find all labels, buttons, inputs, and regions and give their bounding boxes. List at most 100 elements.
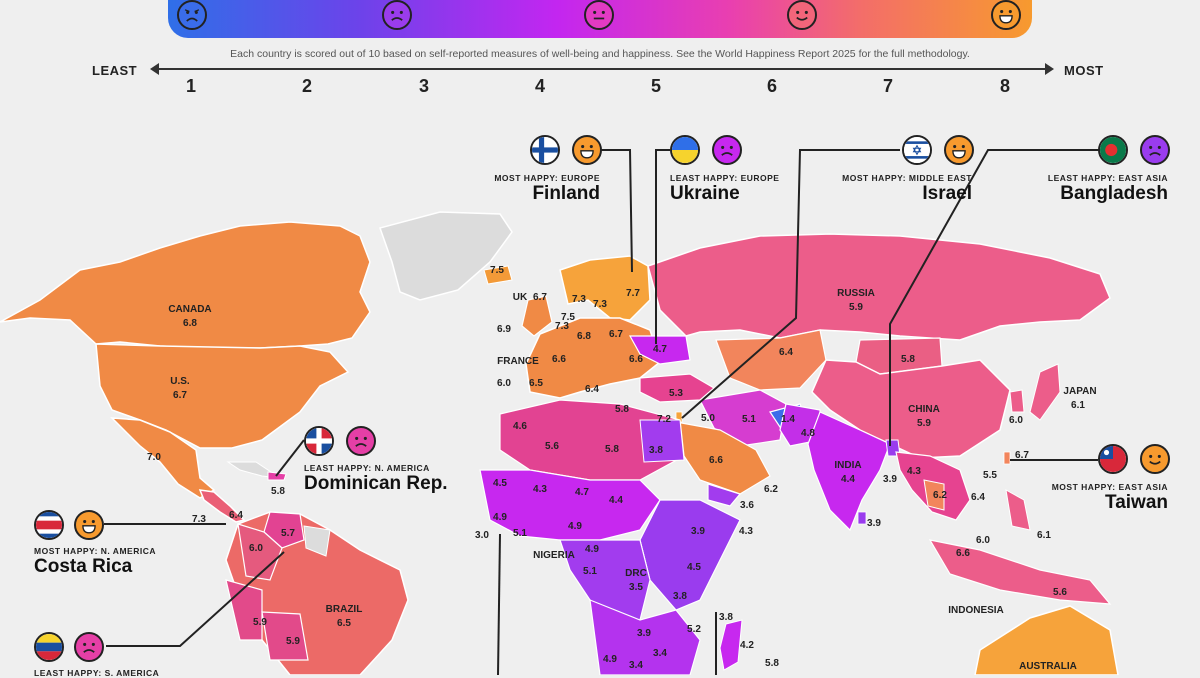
callout-country: Bangladesh [1060, 183, 1168, 204]
peru-value-label: 5.9 [253, 617, 267, 628]
scale-tick: 4 [534, 76, 545, 96]
brazil-name-label: BRAZIL [326, 604, 363, 615]
romania-value-label: 6.6 [629, 354, 643, 365]
india-value-label: 4.4 [841, 474, 855, 485]
india-name-label: INDIA [834, 460, 861, 471]
costa-rica-value-label: 7.3 [192, 514, 206, 525]
poland-value-label: 6.7 [609, 329, 623, 340]
sudan-value-label: 4.4 [609, 495, 623, 506]
taiwan-region [1003, 451, 1011, 465]
uk-region [521, 295, 553, 337]
central-america-region [198, 489, 246, 523]
mali-value-label: 4.5 [493, 478, 507, 489]
arrow-left-icon [150, 63, 159, 75]
egypt-region [639, 419, 685, 463]
venezuela-region [263, 511, 305, 549]
israel-leader-line [681, 149, 900, 419]
pakistan-region [779, 403, 821, 447]
thailand-value-label: 6.2 [933, 490, 947, 501]
methodology-note: Each country is scored out of 10 based o… [230, 48, 970, 60]
scale-tick: 6 [766, 76, 777, 96]
very-sad-face-icon [177, 0, 207, 30]
egypt-value-label: 3.8 [649, 445, 663, 456]
malaysia-value-label: 6.0 [976, 535, 990, 546]
sahel-region [479, 469, 661, 541]
venezuela-leader-line [106, 551, 285, 647]
kazakhstan-region [715, 329, 827, 391]
ukraine-flag-icon [670, 135, 700, 165]
us-value-label: 6.7 [173, 390, 187, 401]
yemen-value-label: 3.6 [740, 500, 754, 511]
niger-value-label: 4.3 [533, 484, 547, 495]
mexico-value-label: 7.0 [147, 452, 161, 463]
sweden-value-label: 7.3 [593, 299, 607, 310]
finland-callout: MOST HAPPY: EUROPE Finland [440, 173, 600, 205]
callout-country: Taiwan [1105, 492, 1168, 513]
spain-value-label: 6.0 [497, 378, 511, 389]
callout-country: Ukraine [670, 183, 740, 204]
neutral-face-icon [584, 0, 614, 30]
israel-flag-icon [902, 135, 932, 165]
korea-value-label: 6.0 [1009, 415, 1023, 426]
drc-name-label: DRC [625, 568, 647, 579]
france-name-label: FRANCE [497, 356, 539, 367]
bangladesh-callout: LEAST HAPPY: EAST ASIA Bangladesh [1000, 173, 1168, 205]
bangladesh-value-label: 3.9 [883, 474, 897, 485]
scale-tick: 8 [999, 76, 1010, 96]
russia-name-label: RUSSIA [837, 288, 875, 299]
sad-face-icon [712, 135, 742, 165]
bolivia-region [261, 611, 309, 661]
scale-tick: 3 [418, 76, 429, 96]
singapore-value-label: 6.6 [956, 548, 970, 559]
taiwan-value-label: 6.7 [1015, 450, 1029, 461]
western-europe-region [525, 317, 661, 399]
portugal-value-label: 6.5 [529, 378, 543, 389]
gabon-value-label: 5.1 [583, 566, 597, 577]
venezuela-value-label: 5.7 [281, 528, 295, 539]
india-region [807, 411, 891, 532]
greece-value-label: 5.8 [615, 404, 629, 415]
ukraine-value-label: 4.7 [653, 344, 667, 355]
iceland-value-label: 7.5 [490, 265, 504, 276]
malawi-value-label: 3.4 [653, 648, 667, 659]
comoros-value-label: 3.8 [719, 612, 733, 623]
callout-caption: LEAST HAPPY: EAST ASIA [1047, 173, 1168, 183]
thailand-region [923, 479, 945, 511]
callout-country: Israel [922, 183, 972, 204]
grin-face-icon [74, 510, 104, 540]
east-africa-region [639, 499, 741, 611]
costa-rica-callout: MOST HAPPY: N. AMERICA Costa Rica [34, 546, 156, 578]
japan-region [1029, 363, 1061, 421]
colombia-region [237, 523, 283, 581]
vietnam-value-label: 6.4 [971, 492, 985, 503]
russia-region [647, 233, 1111, 341]
kenya-value-label: 4.5 [687, 562, 701, 573]
mongolia-value-label: 5.8 [901, 354, 915, 365]
malaysia-indonesia-region [928, 539, 1112, 605]
australia-region [974, 605, 1119, 675]
ethiopia-value-label: 3.9 [691, 526, 705, 537]
axis-least-label: LEAST [92, 63, 138, 78]
japan-name-label: JAPAN [1063, 386, 1096, 397]
callout-caption: LEAST HAPPY: S. AMERICA [34, 668, 160, 678]
scale-tick: 1 [185, 76, 196, 96]
costa-rica-flag-icon [34, 510, 64, 540]
scale-tick: 5 [650, 76, 661, 96]
philippines-value-label: 6.1 [1037, 530, 1051, 541]
finland-value-label: 7.7 [626, 288, 640, 299]
dominican-leader-line [275, 439, 305, 477]
zimbabwe-value-label: 3.4 [629, 660, 643, 671]
iran-value-label: 5.0 [701, 413, 715, 424]
iceland-region [483, 265, 513, 285]
japan-value-label: 6.1 [1071, 400, 1085, 411]
morocco-value-label: 4.6 [513, 421, 527, 432]
ireland-value-label: 6.9 [497, 324, 511, 335]
chad-value-label: 4.7 [575, 487, 589, 498]
saudi-value-label: 6.6 [709, 455, 723, 466]
callout-country: Costa Rica [34, 556, 133, 577]
guiana-region [303, 525, 331, 557]
france-value-label: 6.6 [552, 354, 566, 365]
slight-smile-face-icon [1140, 444, 1170, 474]
italy-value-label: 6.4 [585, 384, 599, 395]
turkey-value-label: 5.3 [669, 388, 683, 399]
